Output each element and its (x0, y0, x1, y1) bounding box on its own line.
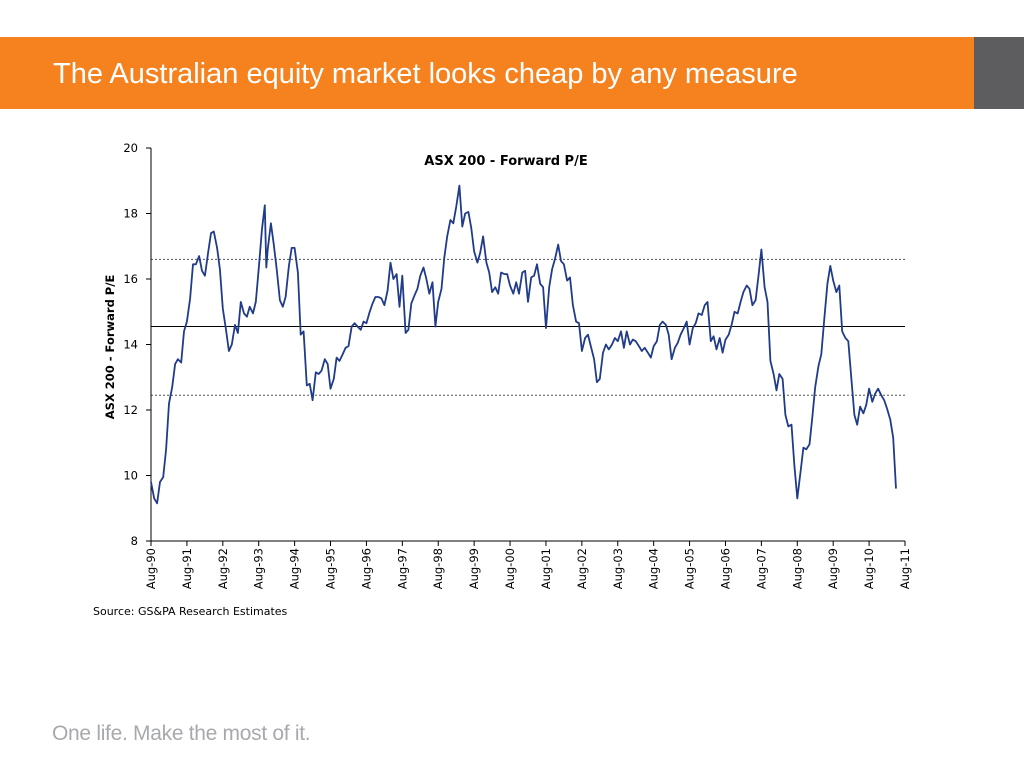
x-tick-label: Aug-05 (683, 548, 697, 589)
source-note: Source: GS&PA Research Estimates (93, 605, 288, 618)
x-tick-label: Aug-07 (754, 548, 768, 589)
x-tick-label: Aug-98 (431, 548, 445, 589)
y-tick-label: 12 (123, 403, 138, 417)
x-tick-label: Aug-11 (898, 548, 912, 589)
x-tick-label: Aug-99 (467, 548, 481, 589)
x-tick-label: Aug-95 (324, 548, 338, 589)
y-tick-label: 8 (131, 534, 138, 548)
y-tick-label: 16 (123, 272, 138, 286)
x-tick-label: Aug-03 (611, 548, 625, 589)
y-tick-label: 20 (123, 141, 138, 155)
x-tick-label: Aug-01 (539, 548, 553, 589)
x-tick-label: Aug-02 (575, 548, 589, 589)
x-tick-label: Aug-10 (862, 548, 876, 589)
y-axis-label: ASX 200 - Forward P/E (103, 275, 117, 420)
y-tick-label: 14 (123, 338, 138, 352)
x-tick-label: Aug-09 (826, 548, 840, 589)
x-tick-label: Aug-96 (359, 548, 373, 589)
y-tick-label: 18 (123, 207, 138, 221)
x-tick-label: Aug-08 (790, 548, 804, 589)
x-tick-label: Aug-93 (252, 548, 266, 589)
footer-tagline: One life. Make the most of it. (52, 722, 311, 745)
x-tick-label: Aug-00 (503, 548, 517, 589)
page-title: The Australian equity market looks cheap… (53, 58, 798, 90)
x-tick-label: Aug-06 (718, 548, 732, 589)
x-tick-label: Aug-04 (647, 548, 661, 589)
y-tick-label: 10 (123, 469, 138, 483)
x-tick-label: Aug-91 (180, 548, 194, 589)
header-side-block (974, 37, 1024, 109)
chart-title: ASX 200 - Forward P/E (424, 154, 587, 169)
plot-area: 8 10 12 14 16 18 20 Aug-90 Aug-91 Aug-92 Aug-93 Aug… (123, 141, 912, 589)
x-tick-label: Aug-94 (288, 548, 302, 589)
x-tick-label: Aug-97 (395, 548, 409, 589)
series-line-pe (150, 184, 897, 505)
header-bar (0, 37, 974, 109)
x-tick-label: Aug-92 (216, 548, 230, 589)
x-tick-label: Aug-90 (144, 548, 158, 589)
